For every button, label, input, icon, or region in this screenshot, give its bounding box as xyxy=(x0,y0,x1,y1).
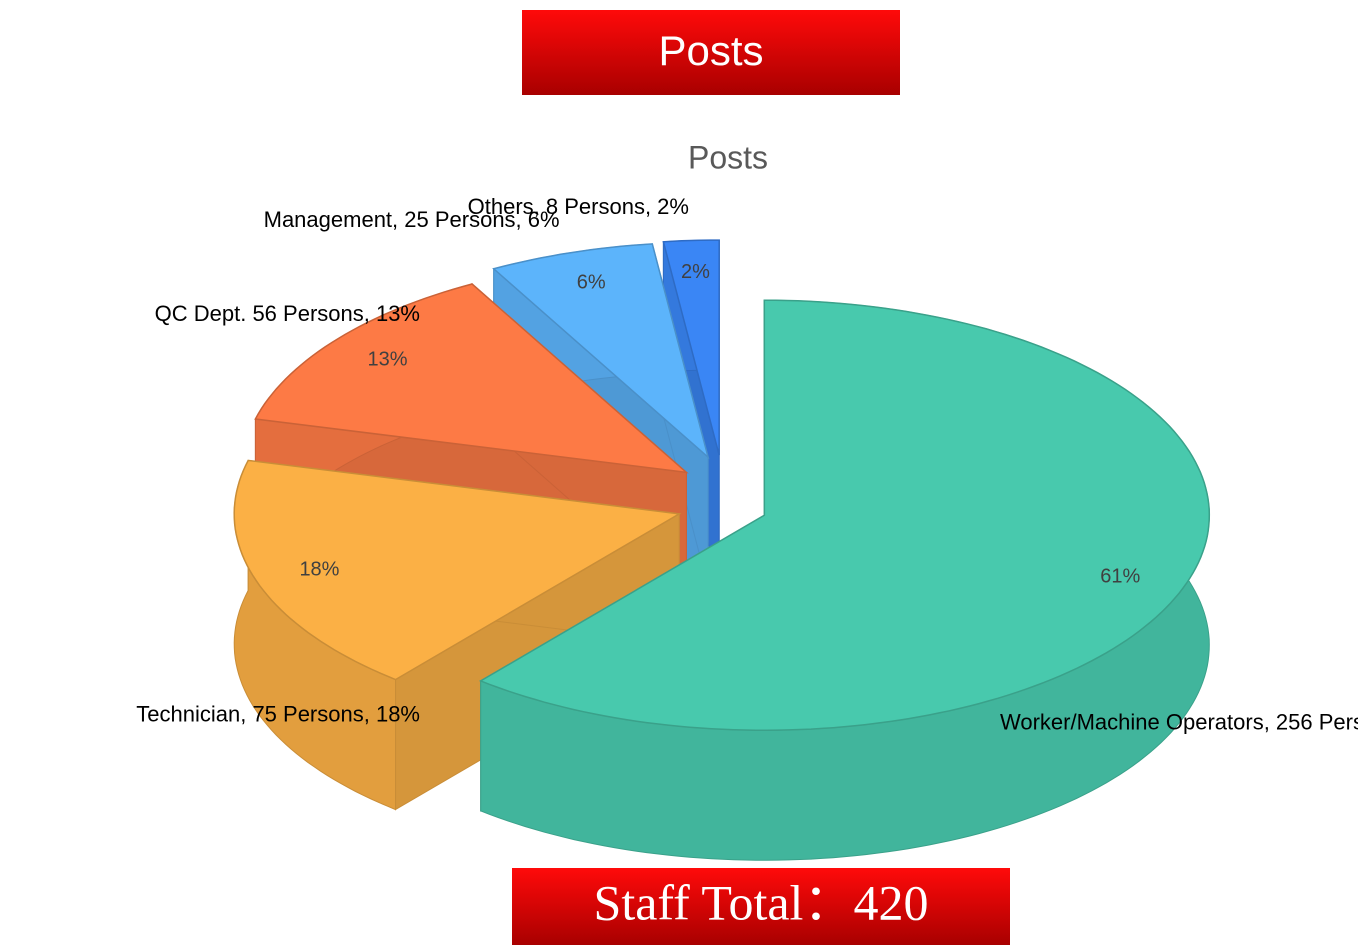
value-label: 61% xyxy=(1100,565,1140,587)
slice xyxy=(478,299,1211,731)
value-label: 2% xyxy=(681,261,710,283)
category-label: Technician, 75 Persons, 18% xyxy=(136,701,420,726)
chart-title: Posts xyxy=(688,139,768,175)
pie: 61% Worker/Machine Operators, 256 Persons… xyxy=(136,194,1358,861)
header-title: Posts xyxy=(658,27,763,74)
category-label: Worker/Machine Operators, 256 Persons, 6… xyxy=(1000,710,1358,735)
value-label: 6% xyxy=(577,272,606,294)
value-label: 18% xyxy=(299,559,339,581)
slice xyxy=(492,243,710,460)
slice xyxy=(662,239,720,456)
value-label: 13% xyxy=(368,349,408,371)
header-banner xyxy=(522,10,900,95)
category-label: Others, 8 Persons, 2% xyxy=(468,194,689,219)
category-label: QC Dept. 56 Persons, 13% xyxy=(155,301,420,326)
slice xyxy=(254,283,689,474)
footer-text: Staff Total：420 xyxy=(594,874,929,930)
footer-banner xyxy=(512,868,1010,945)
category-label: Management, 25 Persons, 6% xyxy=(264,207,560,232)
slice xyxy=(233,459,682,681)
